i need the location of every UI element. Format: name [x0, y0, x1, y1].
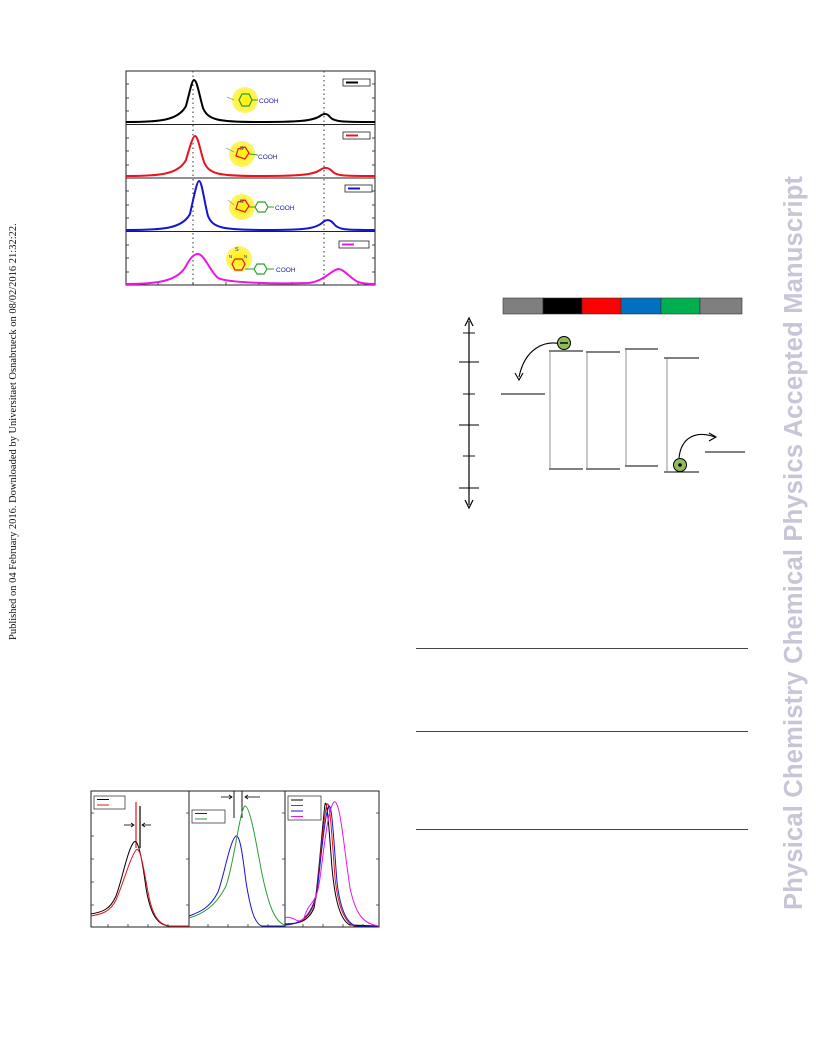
table-top-rule — [416, 648, 748, 649]
spectrum-curve-blue — [284, 805, 379, 927]
spectrum-curve-magenta — [125, 252, 376, 285]
color-bar-segment — [699, 297, 743, 315]
spectrum-curve-red — [125, 134, 376, 178]
molecule-label: COOH — [276, 267, 296, 274]
svg-text:S: S — [240, 146, 244, 152]
energy-level-lines — [549, 348, 745, 473]
svg-text:S: S — [240, 199, 244, 205]
spectrum-curve-red — [90, 849, 189, 927]
color-bar-segment — [620, 297, 662, 315]
tick-marks — [126, 83, 375, 285]
color-bar-segment — [660, 297, 701, 315]
energy-level-diagram — [459, 297, 745, 510]
legend-box — [191, 809, 226, 824]
svg-text:N: N — [229, 254, 232, 259]
spectrum-curve-black — [125, 78, 376, 124]
spectrum-curve-blue — [125, 179, 376, 232]
spectrum-curve-magenta — [284, 801, 380, 927]
spectrum-curve-green — [188, 805, 286, 926]
legend-box — [93, 795, 126, 810]
color-bar-segment — [581, 297, 622, 315]
energy-axis — [459, 316, 479, 510]
molecule-benzothiadiazole-acid: S N N COOH — [226, 246, 296, 275]
molecule-thiophene-acid: S COOH — [225, 141, 278, 167]
spectrum-curve-black — [284, 802, 380, 927]
svg-text:N: N — [244, 254, 247, 259]
molecule-label: COOH — [275, 205, 295, 212]
color-bar-segment — [502, 297, 544, 315]
svg-text:S: S — [235, 247, 239, 253]
spectrum-curve-black — [90, 841, 189, 927]
gap-lines — [549, 349, 668, 472]
absorption-spectra-panels — [90, 790, 380, 928]
accepted-manuscript-watermark: Physical Chemistry Chemical Physics Acce… — [780, 175, 808, 910]
molecule-label: COOH — [259, 98, 279, 105]
publication-side-note: Published on 04 February 2016. Downloade… — [8, 223, 19, 640]
stacked-spectra-figure: COOH S COOH S COOH S N N COOH — [125, 70, 376, 286]
molecule-thienyl-benzoic-acid: S COOH — [227, 194, 295, 220]
molecule-label: COOH — [258, 154, 278, 161]
spectrum-curve-blue — [188, 835, 285, 927]
molecule-benzoic-acid: COOH — [226, 87, 279, 113]
table-mid-rule — [416, 731, 748, 732]
hole-transfer-arrow — [678, 433, 716, 459]
spectrum-curve-red — [284, 803, 379, 927]
electron-transfer-arrow — [518, 342, 562, 378]
color-bar-segment — [542, 297, 583, 315]
table-bottom-rule — [416, 829, 748, 830]
